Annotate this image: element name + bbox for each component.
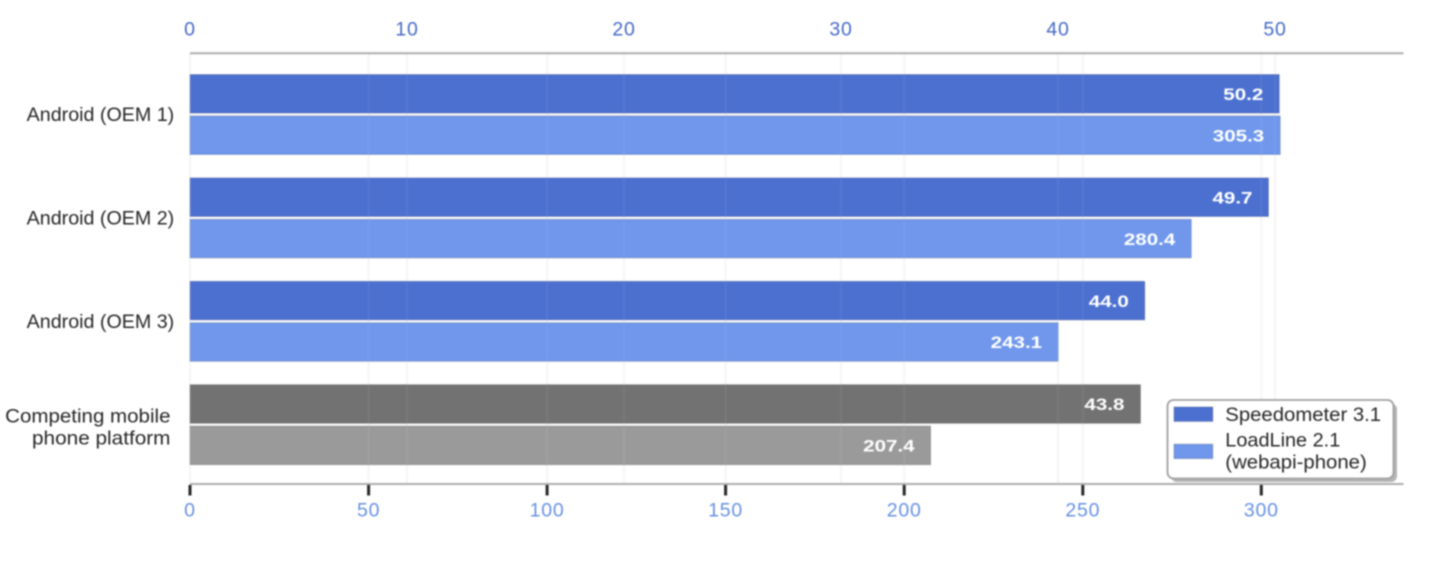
svg-text:10: 10 bbox=[395, 19, 418, 41]
svg-text:LoadLine 2.1: LoadLine 2.1 bbox=[1225, 430, 1340, 451]
svg-text:207.4: 207.4 bbox=[863, 436, 915, 455]
svg-text:200: 200 bbox=[887, 499, 922, 521]
svg-text:Speedometer 3.1: Speedometer 3.1 bbox=[1225, 404, 1381, 425]
svg-text:Android (OEM 1): Android (OEM 1) bbox=[27, 105, 175, 127]
svg-text:0: 0 bbox=[184, 19, 196, 41]
svg-text:0: 0 bbox=[184, 499, 196, 521]
svg-text:280.4: 280.4 bbox=[1124, 229, 1176, 248]
svg-text:phone platform: phone platform bbox=[32, 428, 170, 449]
svg-text:300: 300 bbox=[1244, 499, 1279, 521]
svg-text:Android (OEM 2): Android (OEM 2) bbox=[27, 208, 175, 230]
svg-text:50: 50 bbox=[357, 499, 380, 521]
svg-text:44.0: 44.0 bbox=[1089, 291, 1129, 310]
svg-text:49.7: 49.7 bbox=[1212, 188, 1252, 207]
svg-text:100: 100 bbox=[530, 499, 565, 521]
svg-text:305.3: 305.3 bbox=[1213, 126, 1264, 145]
svg-text:150: 150 bbox=[708, 499, 743, 521]
svg-text:50: 50 bbox=[1263, 19, 1286, 41]
svg-text:250: 250 bbox=[1065, 499, 1100, 521]
svg-text:43.8: 43.8 bbox=[1084, 395, 1124, 414]
svg-text:40: 40 bbox=[1046, 19, 1069, 41]
svg-text:Android (OEM 3): Android (OEM 3) bbox=[27, 311, 175, 333]
svg-text:Competing mobile: Competing mobile bbox=[5, 406, 170, 427]
svg-text:30: 30 bbox=[829, 19, 852, 41]
svg-text:243.1: 243.1 bbox=[991, 333, 1042, 352]
svg-text:50.2: 50.2 bbox=[1223, 85, 1263, 104]
svg-text:20: 20 bbox=[612, 19, 635, 41]
svg-text:(webapi-phone): (webapi-phone) bbox=[1225, 452, 1366, 473]
